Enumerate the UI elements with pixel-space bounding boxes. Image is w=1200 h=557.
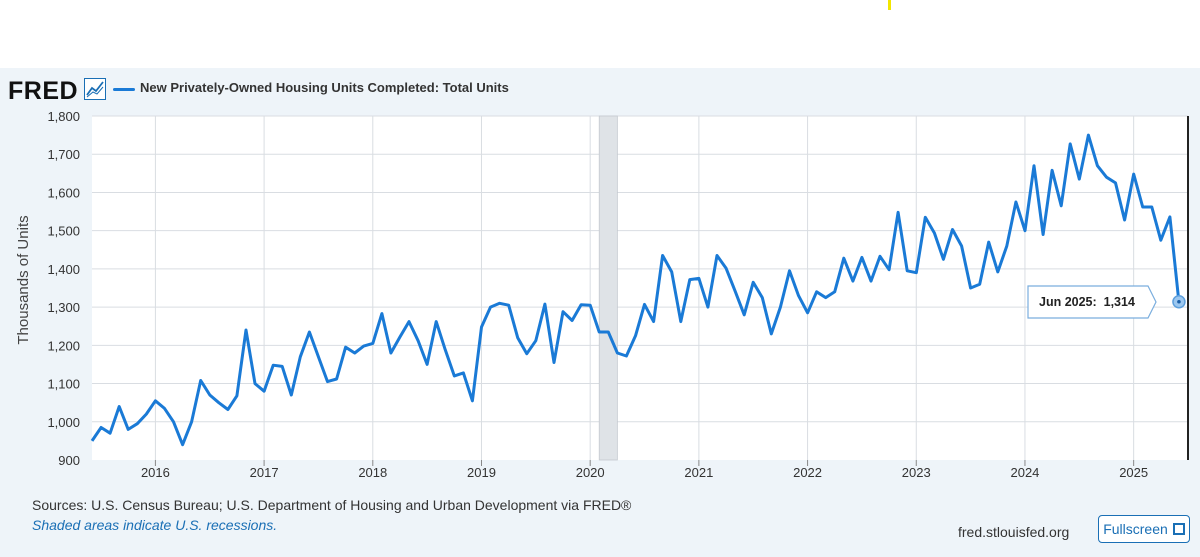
y-tick-label: 1,500 [47,224,80,239]
y-tick-label: 1,400 [47,262,80,277]
x-tick-label: 2017 [250,465,279,480]
recession-band [598,115,618,461]
sources-text: Sources: U.S. Census Bureau; U.S. Depart… [32,497,632,513]
y-axis-ticks: 900 1,000 1,100 1,200 1,300 1,400 1,500 1,600 1,… [47,109,80,468]
top-margin [0,0,1200,68]
y-tick-label: 1,200 [47,338,80,353]
y-tick-label: 1,300 [47,300,80,315]
plot-area [92,116,1188,460]
y-tick-label: 900 [58,453,80,468]
tooltip-value: 1,314 [1103,295,1135,309]
x-tick-label: 2016 [141,465,170,480]
fred-logo[interactable]: FRED [8,77,79,105]
x-tick-label: 2020 [576,465,605,480]
x-tick-label: 2024 [1010,465,1039,480]
y-axis-label: Thousands of Units [15,215,32,344]
x-tick-label: 2022 [793,465,822,480]
y-tick-label: 1,800 [47,109,80,124]
series-line[interactable] [90,133,1181,447]
line-chart[interactable]: 900 1,000 1,100 1,200 1,300 1,400 1,500 1,600 1,… [0,100,1200,490]
chart-trend-icon [84,78,106,100]
x-tick-label: 2023 [902,465,931,480]
site-url[interactable]: fred.stlouisfed.org [958,524,1070,540]
fullscreen-label: Fullscreen [1103,521,1168,537]
legend-series-title[interactable]: New Privately-Owned Housing Units Comple… [140,80,509,95]
x-tick-label: 2019 [467,465,496,480]
series-layer [90,133,1186,447]
recession-shade [598,115,618,461]
recession-note: Shaded areas indicate U.S. recessions. [32,517,278,533]
x-tick-label: 2018 [358,465,387,480]
x-tick-label: 2025 [1119,465,1148,480]
tooltip-box [1027,285,1157,319]
tooltip-text: Jun 2025: 1,314 [1039,295,1135,309]
fullscreen-button[interactable]: Fullscreen [1098,515,1190,543]
y-tick-label: 1,700 [47,147,80,162]
yellow-marker [888,0,891,10]
tooltip-label: Jun 2025: [1039,295,1097,309]
y-tick-label: 1,000 [47,415,80,430]
gridlines [92,115,1189,460]
x-axis-ticks: 2016 2017 2018 2019 2020 2021 2022 2023 2024 2025 [141,460,1148,480]
hover-point-center [1177,299,1181,304]
x-tick-label: 2021 [684,465,713,480]
y-tick-label: 1,100 [47,377,80,392]
y-tick-label: 1,600 [47,185,80,200]
legend-line-swatch [113,88,135,91]
fullscreen-icon [1172,523,1185,535]
